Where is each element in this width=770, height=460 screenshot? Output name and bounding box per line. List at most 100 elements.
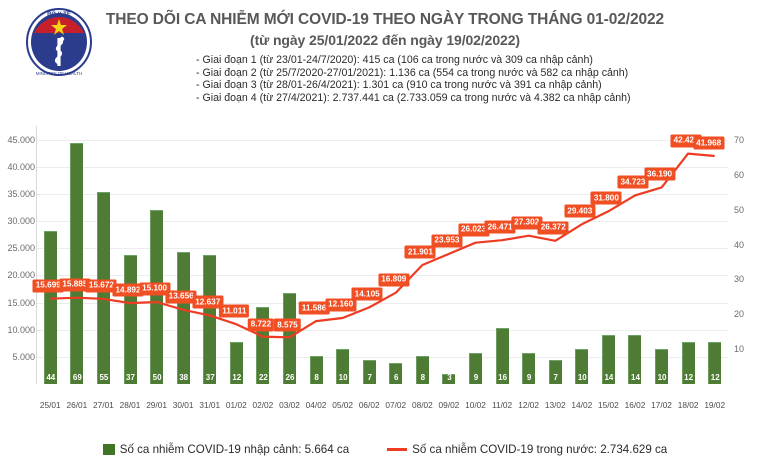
y-axis-right-tick: 10 — [734, 344, 745, 355]
bar-value-label: 16 — [498, 373, 508, 382]
bar[interactable]: 37 — [123, 255, 137, 384]
bar-column[interactable]: 50 29/01 — [143, 126, 170, 410]
bar-value-label: 8 — [420, 373, 426, 382]
bar[interactable]: 6 — [389, 363, 403, 384]
bar-column[interactable]: 3 09/02 — [436, 126, 463, 410]
bar-column[interactable]: 37 28/01 — [117, 126, 144, 410]
bar[interactable]: 9 — [522, 352, 536, 384]
bar-column[interactable]: 14 15/02 — [595, 126, 622, 410]
bar[interactable]: 8 — [309, 356, 323, 384]
bar[interactable]: 14 — [601, 335, 615, 384]
x-axis-tick: 17/02 — [651, 400, 672, 410]
bar-column[interactable]: 22 02/02 — [250, 126, 277, 410]
bar-column[interactable]: 26 03/02 — [276, 126, 303, 410]
bar[interactable]: 38 — [176, 251, 190, 384]
x-axis-tick: 05/02 — [332, 400, 354, 410]
y-axis-left-tick: 40.000 — [7, 161, 35, 172]
bar-column[interactable]: 9 10/02 — [462, 126, 489, 410]
bar[interactable]: 14 — [628, 335, 642, 384]
x-axis-tick: 16/02 — [624, 400, 646, 410]
bar-column[interactable]: 37 31/01 — [196, 126, 223, 410]
bar-column[interactable]: 12 01/02 — [223, 126, 250, 410]
bar[interactable]: 3 — [442, 373, 456, 384]
x-axis-tick: 10/02 — [465, 400, 486, 410]
bar[interactable]: 12 — [708, 342, 722, 384]
bar-column[interactable]: 9 12/02 — [515, 126, 542, 410]
bar[interactable]: 50 — [150, 209, 164, 384]
bar[interactable]: 10 — [655, 349, 669, 384]
bar-column[interactable]: 6 07/02 — [383, 126, 410, 410]
x-axis-tick: 31/01 — [199, 400, 221, 410]
line-value-label: 15.699 — [32, 279, 64, 293]
y-axis-right-tick: 70 — [734, 134, 745, 145]
line-value-label: 8.722 — [247, 318, 275, 332]
legend-label-domestic: Số ca nhiễm COVID-19 trong nước: 2.734.6… — [412, 443, 668, 456]
y-axis-right-tick: 40 — [734, 239, 745, 250]
bar[interactable]: 9 — [469, 352, 482, 384]
bar-column[interactable]: 8 04/02 — [303, 126, 330, 410]
bar[interactable]: 37 — [203, 255, 217, 384]
bar-value-label: 7 — [553, 373, 558, 382]
bar-value-label: 10 — [577, 373, 587, 382]
bar-value-label: 3 — [447, 373, 452, 382]
gridline — [37, 139, 728, 141]
x-axis-tick: 25/01 — [39, 400, 61, 410]
line-value-label: 12.637 — [192, 295, 224, 309]
x-axis-tick: 14/02 — [571, 400, 593, 410]
x-axis-tick: 15/02 — [598, 400, 619, 410]
bar-column[interactable]: 10 05/02 — [329, 126, 356, 410]
bar-column[interactable]: 10 14/02 — [569, 126, 596, 410]
bar[interactable]: 7 — [548, 359, 562, 384]
phase-note-3: - Giai đoạn 3 (từ 28/01-26/4/2021): 1.30… — [196, 79, 602, 92]
x-axis-tick: 13/02 — [544, 400, 566, 410]
x-axis-tick: 11/02 — [492, 400, 513, 410]
bar-column[interactable]: 10 17/02 — [648, 126, 675, 410]
bar-value-label: 10 — [338, 373, 348, 382]
bottom-divider — [0, 458, 770, 460]
bar-value-label: 14 — [631, 373, 640, 382]
bar-column[interactable]: 44 25/01 — [37, 126, 64, 410]
bar[interactable]: 69 — [70, 143, 84, 384]
y-axis-right-tick: 60 — [734, 169, 745, 180]
bar[interactable]: 12 — [229, 342, 243, 384]
bar-column[interactable]: 12 19/02 — [701, 126, 728, 410]
bar-value-label: 38 — [179, 373, 189, 382]
y-axis-right-tick: 20 — [734, 309, 745, 320]
ministry-of-health-vietnam-logo: BỘ Y TẾ MINISTRY OF HEALTH — [26, 8, 92, 76]
x-axis-tick: 27/01 — [93, 400, 114, 410]
line-value-label: 26.372 — [537, 221, 569, 235]
bar-column[interactable]: 7 06/02 — [356, 126, 383, 410]
x-axis-tick: 12/02 — [518, 400, 540, 410]
x-axis-tick: 30/01 — [172, 400, 194, 410]
phase-note-2: - Giai đoạn 2 (từ 25/7/2020-27/01/2021):… — [196, 66, 629, 79]
bar-column[interactable]: 12 18/02 — [675, 126, 702, 410]
bar[interactable]: 8 — [415, 356, 429, 384]
x-axis-tick: 04/02 — [305, 400, 327, 410]
bar-value-label: 69 — [72, 373, 82, 382]
page-title: THEO DÕI CA NHIỄM MỚI COVID-19 THEO NGÀY… — [105, 11, 665, 28]
bar-column[interactable]: 38 30/01 — [170, 126, 197, 410]
bar[interactable]: 10 — [336, 349, 350, 384]
line-value-label: 41.968 — [693, 136, 725, 150]
line-value-label: 36.190 — [644, 167, 676, 181]
bar-column[interactable]: 8 08/02 — [409, 126, 436, 410]
y-axis-right-tick: 50 — [734, 204, 745, 215]
bar[interactable]: 12 — [681, 342, 695, 384]
line-value-label: 23.953 — [431, 234, 463, 248]
bar[interactable]: 10 — [575, 349, 589, 384]
bar[interactable]: 44 — [43, 230, 57, 384]
bar[interactable]: 26 — [282, 293, 296, 384]
bar[interactable]: 16 — [495, 328, 509, 384]
line-value-label: 29.403 — [564, 204, 596, 218]
bar[interactable]: 7 — [362, 359, 376, 384]
line-value-label: 31.800 — [590, 191, 622, 205]
x-axis-tick: 01/02 — [225, 400, 247, 410]
bar-column[interactable]: 55 27/01 — [90, 126, 117, 410]
line-value-label: 15.672 — [85, 279, 117, 293]
bar-column[interactable]: 69 26/01 — [64, 126, 91, 410]
bar-column[interactable]: 16 11/02 — [489, 126, 516, 410]
bar-value-label: 7 — [367, 373, 372, 382]
x-axis-tick: 29/01 — [146, 400, 167, 410]
bar-column[interactable]: 7 13/02 — [542, 126, 569, 410]
bar-column[interactable]: 14 16/02 — [622, 126, 649, 410]
